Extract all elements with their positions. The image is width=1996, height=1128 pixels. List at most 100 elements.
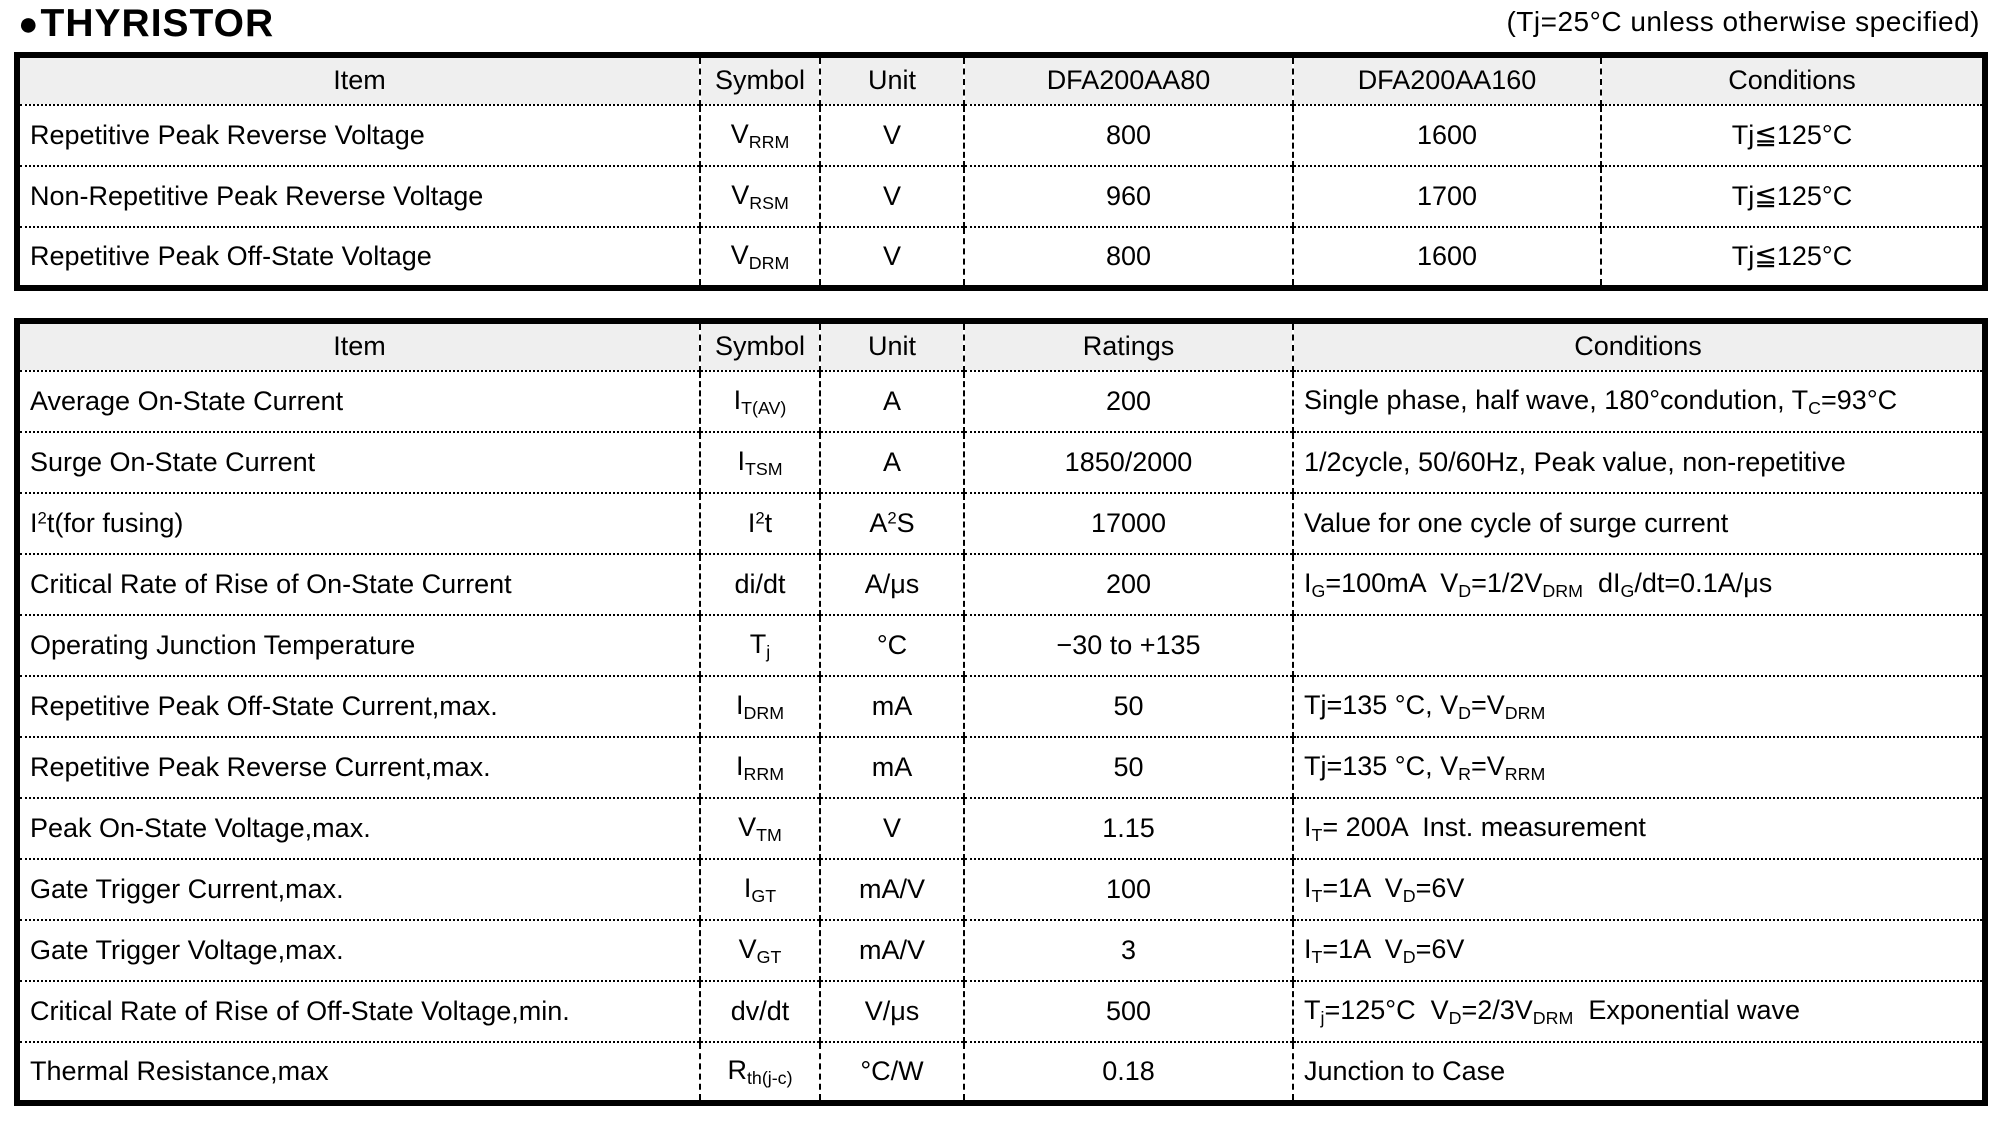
cell: 500	[963, 980, 1293, 1042]
column-header: Conditions	[1600, 55, 1985, 105]
cell: A	[819, 431, 964, 493]
cell: IT(AV)	[699, 370, 820, 432]
table-row: Gate Trigger Voltage,max. VGT mA/V 3 IT=1A V…	[17, 919, 1985, 981]
cell: V	[819, 226, 964, 288]
table-row: Operating Junction Temperature Tj °C −30 to…	[17, 614, 1985, 676]
cell: 1/2cycle, 50/60Hz, Peak value, non-repet…	[1292, 431, 1985, 493]
cell: Gate Trigger Voltage,max.	[17, 919, 700, 981]
cell: Repetitive Peak Off-State Current,max.	[17, 675, 700, 737]
cell: IDRM	[699, 675, 820, 737]
cell: VRRM	[699, 104, 820, 166]
cell: 3	[963, 919, 1293, 981]
cell: Junction to Case	[1292, 1041, 1985, 1103]
cell: 17000	[963, 492, 1293, 554]
cell: VDRM	[699, 226, 820, 288]
cell: A2S	[819, 492, 964, 554]
cell: Rth(j-c)	[699, 1041, 820, 1103]
cell: Surge On-State Current	[17, 431, 700, 493]
cell: Single phase, half wave, 180°condution, …	[1292, 370, 1985, 432]
page-title: ● THYRISTOR	[18, 2, 274, 46]
header-row: Item Symbol Unit DFA200AA80 DFA200AA160 Condi…	[17, 55, 1985, 105]
table-row: Repetitive Peak Off-State Current,max. ID…	[17, 675, 1985, 737]
cell: A	[819, 370, 964, 432]
header-row: Item Symbol Unit Ratings Conditions	[17, 321, 1985, 371]
column-header: DFA200AA160	[1292, 55, 1601, 105]
cell: °C/W	[819, 1041, 964, 1103]
cell: Tj	[699, 614, 820, 676]
table-row: Repetitive Peak Reverse Current,max. IRRM…	[17, 736, 1985, 798]
cell: Tj=135 °C, VD=VDRM	[1292, 675, 1985, 737]
cell: Tj≦125°C	[1600, 165, 1985, 227]
column-header: Unit	[819, 55, 964, 105]
table-head: Item Symbol Unit Ratings Conditions	[17, 321, 1985, 371]
column-header: Item	[17, 55, 700, 105]
conditions-note: (Tj=25°C unless otherwise specified)	[1506, 6, 1980, 37]
bullet-icon: ●	[18, 5, 39, 43]
cell: Non-Repetitive Peak Reverse Voltage	[17, 165, 700, 227]
cell: V	[819, 104, 964, 166]
cell: ITSM	[699, 431, 820, 493]
cell: Tj=125°C VD=2/3VDRM Exponential wave	[1292, 980, 1985, 1042]
voltage-ratings-table: Item Symbol Unit DFA200AA80 DFA200AA160 Condi…	[14, 52, 1988, 291]
cell: I2t	[699, 492, 820, 554]
cell: A/μs	[819, 553, 964, 615]
cell: 960	[963, 165, 1293, 227]
cell: mA/V	[819, 858, 964, 920]
column-header: Unit	[819, 321, 964, 371]
cell: 800	[963, 104, 1293, 166]
table-row: Repetitive Peak Off-State Voltage VDRM V 80…	[17, 226, 1985, 288]
cell: −30 to +135	[963, 614, 1293, 676]
table-row: Critical Rate of Rise of Off-State Volta…	[17, 980, 1985, 1042]
table-row: Thermal Resistance,max Rth(j-c) °C/W 0.18 Ju…	[17, 1041, 1985, 1103]
cell: 50	[963, 736, 1293, 798]
cell	[1292, 614, 1985, 676]
cell: IGT	[699, 858, 820, 920]
cell: 1850/2000	[963, 431, 1293, 493]
cell: Tj≦125°C	[1600, 226, 1985, 288]
cell: mA/V	[819, 919, 964, 981]
cell: 50	[963, 675, 1293, 737]
cell: mA	[819, 736, 964, 798]
table-row: Surge On-State Current ITSM A 1850/2000 1/2c…	[17, 431, 1985, 493]
column-header: Conditions	[1292, 321, 1985, 371]
cell: 1.15	[963, 797, 1293, 859]
page-header: ● THYRISTOR (Tj=25°C unless otherwise sp…	[0, 0, 1996, 50]
column-header: Symbol	[699, 55, 820, 105]
column-header: Item	[17, 321, 700, 371]
cell: V	[819, 165, 964, 227]
cell: Thermal Resistance,max	[17, 1041, 700, 1103]
cell: Tj≦125°C	[1600, 104, 1985, 166]
cell: Peak On-State Voltage,max.	[17, 797, 700, 859]
cell: IRRM	[699, 736, 820, 798]
column-header: Ratings	[963, 321, 1293, 371]
cell: 1700	[1292, 165, 1601, 227]
cell: IG=100mA VD=1/2VDRM dIG/dt=0.1A/μs	[1292, 553, 1985, 615]
cell: V	[819, 797, 964, 859]
table-row: Peak On-State Voltage,max. VTM V 1.15 IT= 20…	[17, 797, 1985, 859]
table-row: Repetitive Peak Reverse Voltage VRRM V 800 1…	[17, 104, 1985, 166]
cell: Critical Rate of Rise of On-State Curren…	[17, 553, 700, 615]
cell: Average On-State Current	[17, 370, 700, 432]
table-row: I2t(for fusing) I2t A2S 17000 Value for one …	[17, 492, 1985, 554]
cell: Value for one cycle of surge current	[1292, 492, 1985, 554]
table-head: Item Symbol Unit DFA200AA80 DFA200AA160 Condi…	[17, 55, 1985, 105]
cell: 0.18	[963, 1041, 1293, 1103]
table-row: Non-Repetitive Peak Reverse Voltage VRSM V…	[17, 165, 1985, 227]
cell: Gate Trigger Current,max.	[17, 858, 700, 920]
cell: Repetitive Peak Reverse Voltage	[17, 104, 700, 166]
cell: IT=1A VD=6V	[1292, 919, 1985, 981]
cell: IT= 200A Inst. measurement	[1292, 797, 1985, 859]
cell: V/μs	[819, 980, 964, 1042]
cell: I2t(for fusing)	[17, 492, 700, 554]
cell: Operating Junction Temperature	[17, 614, 700, 676]
cell: 1600	[1292, 104, 1601, 166]
table-row: Average On-State Current IT(AV) A 200 Single…	[17, 370, 1985, 432]
cell: 100	[963, 858, 1293, 920]
cell: di/dt	[699, 553, 820, 615]
cell: dv/dt	[699, 980, 820, 1042]
cell: Repetitive Peak Off-State Voltage	[17, 226, 700, 288]
table-body: Average On-State Current IT(AV) A 200 Single…	[17, 370, 1985, 1103]
table-row: Gate Trigger Current,max. IGT mA/V 100 IT=1A…	[17, 858, 1985, 920]
cell: °C	[819, 614, 964, 676]
